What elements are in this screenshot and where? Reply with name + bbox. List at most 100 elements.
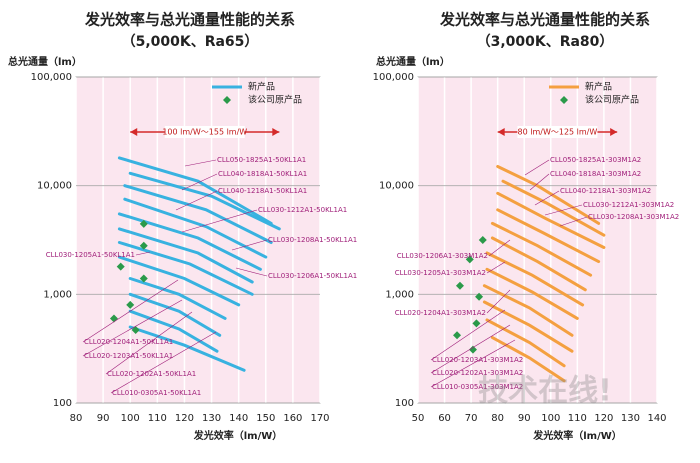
product-label: CLL050-1825A1-50KL1A1 (217, 156, 306, 164)
curve (117, 255, 241, 307)
curve (117, 241, 254, 296)
product-label: CLL010-0305A1-50KL1A1 (112, 389, 201, 397)
diamond-marker (475, 292, 484, 301)
x-tick-label: 100 (541, 413, 560, 424)
leader-line (135, 251, 151, 256)
y-tick-label: 1,000 (43, 289, 72, 300)
product-label: CLL020-1203A1-303M1A2 (432, 356, 523, 364)
curve (128, 309, 219, 353)
y-tick-label: 100 (53, 398, 72, 409)
x-tick-label: 110 (568, 413, 587, 424)
legend-swatch (560, 96, 568, 104)
x-axis-label: 发光效率（lm/W） (532, 429, 622, 442)
x-tick-label: 130 (202, 413, 221, 424)
x-axis-label: 发光效率（lm/W） (193, 429, 283, 442)
leader-line (82, 279, 179, 343)
diamond-marker (465, 255, 474, 264)
leader-line (486, 289, 511, 314)
chart-subtitle: （5,000K、Ra65） (122, 34, 259, 50)
y-axis-label: 总光通量（lm） (376, 55, 450, 68)
x-tick-label: 120 (175, 413, 194, 424)
x-tick-label: 140 (229, 413, 248, 424)
product-label: CLL020-1204A1-50KL1A1 (84, 338, 173, 346)
product-label: CLL040-1818A1-50KL1A1 (218, 170, 307, 178)
x-tick-label: 170 (310, 413, 329, 424)
diamond-marker (139, 219, 148, 228)
product-label: CLL030-1205A1-50KL1A1 (46, 251, 135, 259)
range-label-bg (164, 126, 245, 138)
diamond-marker (139, 274, 148, 283)
product-label: CLL030-1212A1-50KL1A1 (258, 206, 347, 214)
diamond-marker (455, 281, 464, 290)
product-label: CLL050-1825A1-303M1A2 (550, 156, 641, 164)
y-tick-label: 100 (395, 398, 414, 409)
leader-line (110, 331, 217, 394)
diamond-marker (116, 262, 125, 271)
chart-title: 发光效率与总光通量性能的关系 (84, 11, 295, 29)
curve (490, 236, 587, 292)
leader-line (235, 267, 268, 277)
product-label: CLL020-1203A1-50KL1A1 (84, 352, 173, 360)
leader-line (559, 216, 588, 227)
curve (482, 284, 574, 337)
x-tick-label: 60 (438, 413, 451, 424)
x-tick-label: 80 (491, 413, 504, 424)
x-tick-label: 160 (283, 413, 302, 424)
product-label: CLL030-1206A1-50KL1A1 (268, 272, 357, 280)
x-tick-label: 110 (148, 413, 167, 424)
diamond-marker (453, 331, 462, 340)
x-tick-label: 50 (412, 413, 425, 424)
legend-swatch (223, 96, 231, 104)
product-label: CLL030-1206A1-303M1A2 (397, 252, 488, 260)
x-tick-label: 130 (621, 413, 640, 424)
leader-line (181, 173, 218, 191)
x-tick-label: 70 (465, 413, 478, 424)
leader-line (175, 190, 218, 211)
y-axis-label: 总光通量（lm） (8, 55, 82, 68)
legend-label: 新产品 (248, 81, 275, 93)
curve (501, 179, 606, 237)
leader-line (430, 339, 516, 388)
leader-line (488, 239, 511, 257)
leader-line (534, 190, 560, 206)
product-label: CLL020-1204A1-303M1A2 (395, 309, 486, 317)
leader-line (544, 204, 583, 216)
diamond-marker (468, 345, 477, 354)
x-tick-label: 120 (594, 413, 613, 424)
product-label: CLL040-1818A1-303M1A2 (550, 170, 641, 178)
curve (485, 251, 585, 307)
x-tick-label: 100 (121, 413, 140, 424)
diamond-marker (131, 325, 140, 334)
leader-line (231, 239, 268, 251)
range-label-bg (517, 126, 598, 138)
curve (490, 336, 566, 383)
product-label: CLL040-1218A1-303M1A2 (560, 187, 651, 195)
leader-line (430, 309, 506, 361)
product-label: CLL040-1218A1-50KL1A1 (218, 187, 307, 195)
curve (128, 292, 222, 337)
leader-line (105, 311, 193, 375)
leader-line (181, 209, 258, 233)
diamond-marker (478, 236, 487, 245)
product-label: CLL020-1202A1-50KL1A1 (107, 370, 196, 378)
leader-line (82, 299, 183, 357)
plot-area (417, 76, 658, 404)
curve (485, 318, 566, 368)
curve (117, 156, 273, 225)
product-label: CLL030-1205A1-303M1A2 (395, 269, 486, 277)
curve (128, 277, 227, 320)
x-tick-label: 140 (647, 413, 666, 424)
chart-subtitle: （3,000K、Ra80） (477, 34, 614, 50)
leader-line (486, 261, 506, 274)
curve (123, 197, 268, 259)
curve (123, 184, 273, 244)
product-label: CLL030-1208A1-50KL1A1 (268, 236, 357, 244)
curve (117, 227, 254, 284)
y-tick-label: 100,000 (31, 72, 72, 83)
x-tick-label: 90 (97, 413, 110, 424)
x-tick-label: 90 (518, 413, 531, 424)
range-label: 80 lm/W～125 lm/W (518, 128, 598, 137)
product-label: CLL010-0305A1-303M1A2 (432, 383, 523, 391)
legend-label: 该公司原产品 (248, 94, 302, 106)
